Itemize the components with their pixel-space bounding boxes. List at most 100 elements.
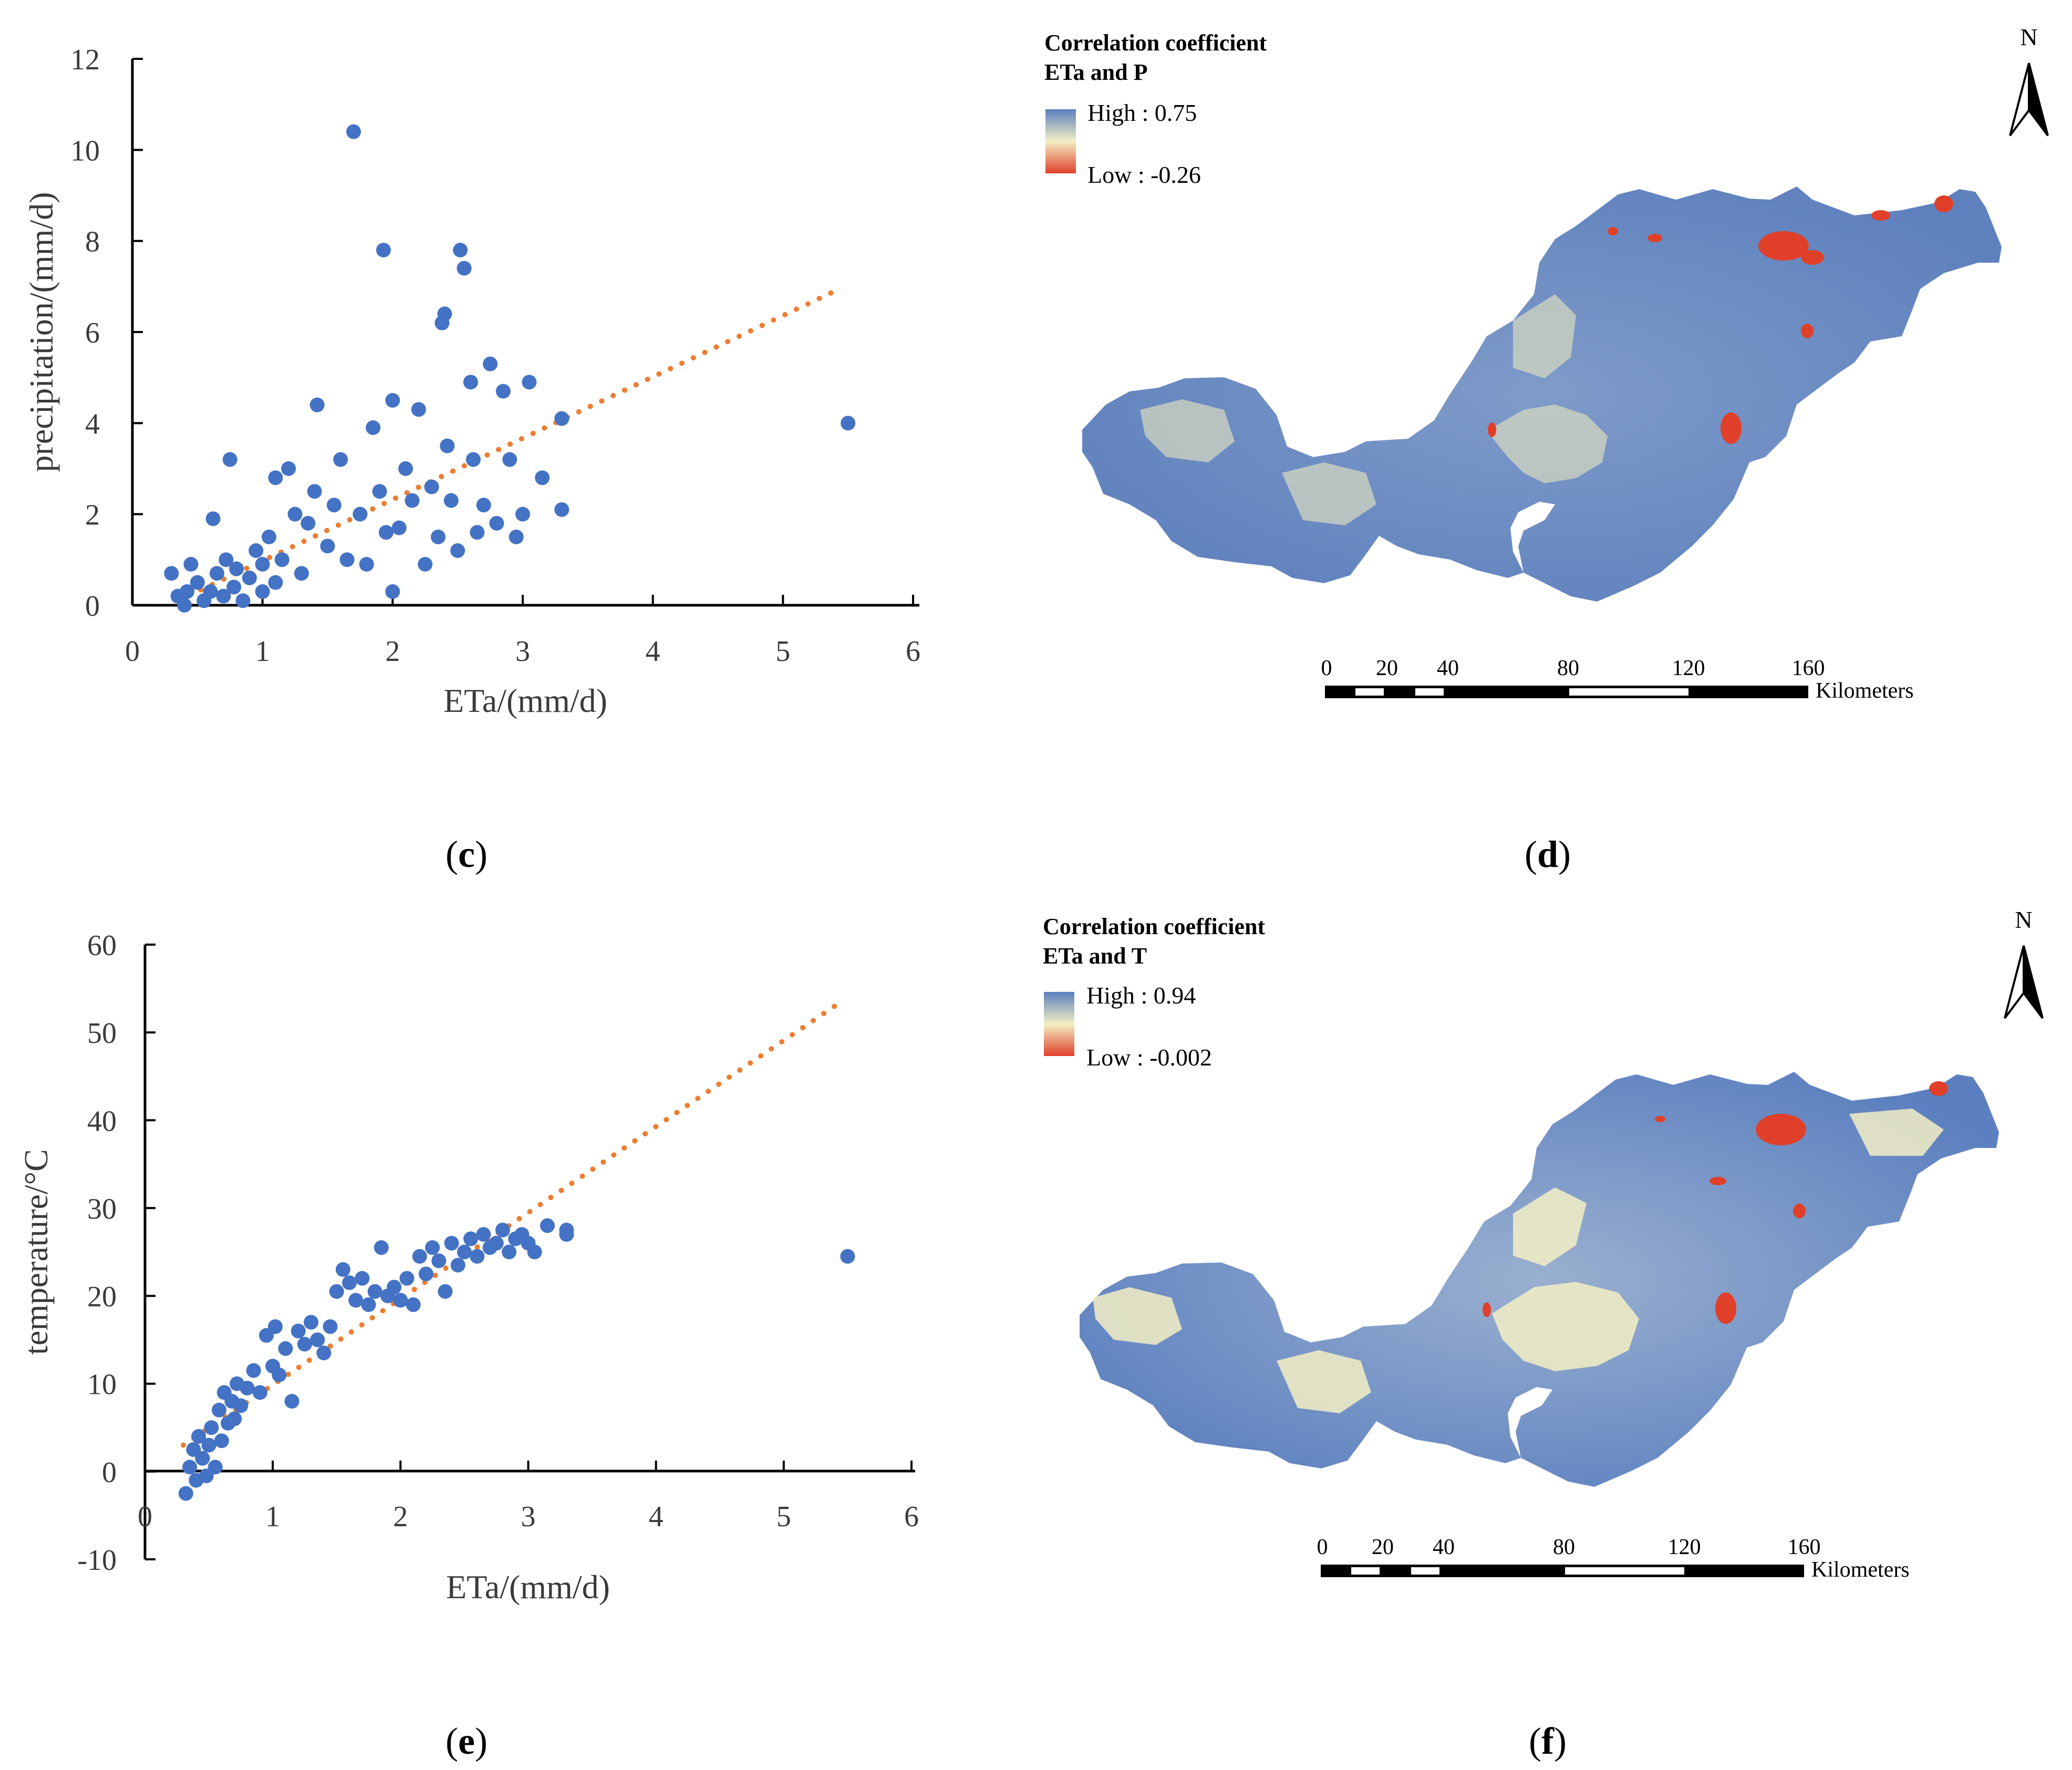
data-point	[268, 470, 283, 485]
data-point	[378, 525, 393, 540]
data-point	[164, 566, 179, 581]
data-point	[255, 584, 270, 599]
data-point	[515, 506, 530, 522]
data-point	[438, 1284, 453, 1299]
data-point	[335, 1262, 350, 1277]
y-tick-label: 10	[70, 134, 100, 167]
panel-label-f: (f)	[1529, 1720, 1567, 1762]
data-point	[226, 579, 242, 595]
data-point	[235, 593, 251, 608]
panel-label-c: (c)	[446, 833, 488, 875]
y-tick-label: 30	[87, 1193, 117, 1225]
svg-text:0: 0	[1317, 1535, 1328, 1559]
data-point	[470, 1249, 485, 1264]
x-tick-label: 5	[776, 1500, 791, 1533]
data-point	[242, 571, 257, 585]
north-label: N	[2020, 24, 2037, 50]
svg-text:20: 20	[1372, 1535, 1394, 1559]
data-point	[355, 1271, 370, 1286]
data-point	[431, 1253, 447, 1268]
y-tick-label: -10	[77, 1544, 117, 1577]
data-point	[348, 1292, 364, 1308]
low-correlation-spots	[1488, 195, 1953, 444]
data-point	[535, 470, 550, 485]
data-point	[301, 516, 316, 531]
y-ticks: 0 2 4 6 8 10 12	[70, 44, 143, 623]
data-point	[405, 493, 420, 508]
data-point	[310, 1332, 325, 1348]
x-tick-label: 0	[125, 635, 140, 668]
data-point	[554, 502, 569, 517]
x-tick-label: 1	[255, 635, 270, 668]
y-axis-title: precipitation/(mm/d)	[23, 192, 60, 472]
data-point	[339, 552, 355, 567]
svg-text:160: 160	[1792, 656, 1825, 680]
legend-title-line2: ETa and P	[1044, 59, 1147, 85]
data-point	[304, 1314, 319, 1330]
data-point	[495, 1223, 510, 1238]
data-point	[418, 557, 433, 572]
data-point	[182, 1460, 198, 1475]
y-ticks: -10 0 10 20 30 40 50 60	[77, 929, 156, 1577]
data-point	[502, 452, 517, 467]
data-point	[457, 1245, 472, 1259]
trendline	[175, 288, 838, 604]
scale-unit: Kilometers	[1816, 679, 1914, 703]
data-points	[164, 124, 856, 613]
data-point	[374, 1240, 389, 1255]
data-point	[440, 438, 455, 453]
correlation-map-eta-t: Correlation coefficient ETa and T High :…	[1043, 906, 2044, 1582]
trendline-dotted	[175, 288, 838, 604]
data-point	[443, 493, 459, 508]
data-point	[209, 566, 224, 581]
y-tick-label: 20	[87, 1281, 117, 1313]
data-point	[272, 1368, 287, 1382]
data-point	[191, 1429, 206, 1444]
data-point	[252, 1385, 267, 1400]
x-tick-label: 3	[521, 1500, 536, 1533]
x-tick-label: 2	[385, 635, 400, 668]
y-tick-label: 8	[85, 226, 100, 258]
data-point	[342, 1275, 357, 1290]
data-point	[387, 1279, 402, 1295]
data-point	[470, 525, 485, 540]
legend-title-line1: Correlation coefficient	[1043, 914, 1265, 939]
y-tick-label: 60	[87, 929, 117, 962]
data-point	[227, 1411, 242, 1426]
data-point	[437, 306, 452, 322]
data-point	[205, 511, 221, 526]
y-tick-label: 40	[87, 1105, 117, 1137]
data-point	[216, 588, 231, 604]
data-point	[281, 461, 296, 476]
data-point	[411, 402, 426, 417]
data-point	[262, 530, 277, 544]
data-point	[450, 1258, 465, 1273]
legend-title-line1: Correlation coefficient	[1044, 30, 1267, 56]
data-point	[450, 543, 465, 558]
data-point	[287, 506, 303, 522]
data-point	[841, 416, 856, 431]
data-point	[559, 1227, 574, 1242]
svg-text:80: 80	[1553, 1535, 1575, 1559]
data-point	[840, 1249, 855, 1264]
data-point	[268, 575, 283, 590]
data-point	[509, 530, 524, 544]
legend-low-label: Low : -0.26	[1087, 161, 1201, 188]
legend-title-line2: ETa and T	[1043, 943, 1147, 969]
svg-text:20: 20	[1376, 656, 1398, 680]
x-tick-label: 4	[646, 635, 660, 668]
data-point	[214, 1433, 229, 1448]
data-point	[399, 1271, 415, 1286]
data-point	[367, 1284, 382, 1299]
north-arrow: N	[2004, 906, 2044, 1019]
data-point	[366, 420, 381, 435]
data-point	[294, 566, 309, 581]
y-tick-label: 0	[102, 1456, 117, 1489]
data-point	[453, 243, 468, 257]
data-point	[284, 1394, 299, 1409]
data-point	[385, 393, 400, 408]
scale-unit: Kilometers	[1811, 1558, 1910, 1582]
data-point	[489, 516, 504, 531]
